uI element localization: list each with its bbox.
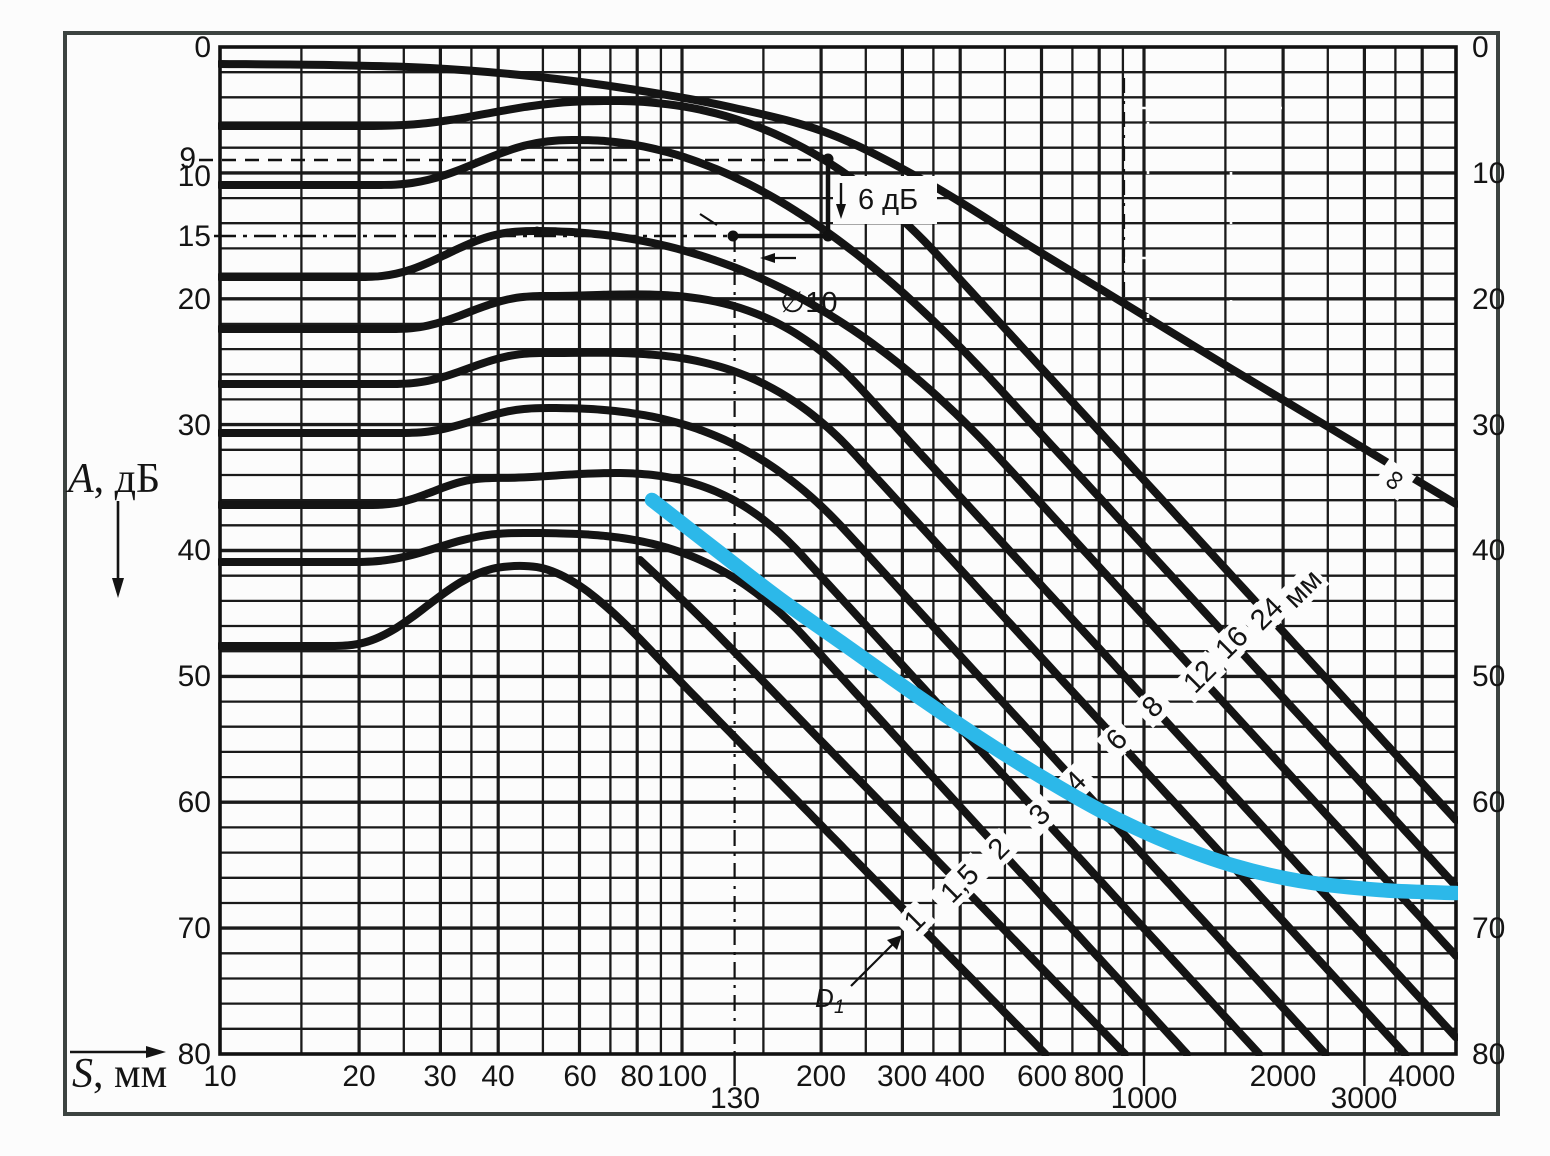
- svg-text:∅10: ∅10: [780, 287, 838, 319]
- svg-text:10: 10: [1472, 157, 1505, 190]
- svg-text:20: 20: [342, 1060, 375, 1093]
- svg-text:20: 20: [1472, 283, 1505, 316]
- svg-text:2000: 2000: [1250, 1060, 1317, 1093]
- svg-text:80: 80: [1472, 1038, 1505, 1071]
- svg-text:0: 0: [1472, 31, 1489, 64]
- svg-text:70: 70: [1472, 912, 1505, 945]
- svg-text:50: 50: [178, 660, 211, 693]
- svg-text:800: 800: [1074, 1060, 1124, 1093]
- svg-text:3000: 3000: [1331, 1082, 1398, 1115]
- svg-text:1000: 1000: [1111, 1082, 1178, 1115]
- svg-text:30: 30: [1472, 409, 1505, 442]
- svg-text:15: 15: [178, 220, 211, 253]
- svg-text:S, мм: S, мм: [72, 1051, 167, 1097]
- svg-text:40: 40: [1472, 534, 1505, 567]
- svg-text:70: 70: [178, 912, 211, 945]
- svg-text:40: 40: [178, 534, 211, 567]
- svg-text:20: 20: [178, 283, 211, 316]
- svg-text:1: 1: [834, 997, 845, 1018]
- svg-text:40: 40: [481, 1060, 514, 1093]
- svg-text:30: 30: [178, 409, 211, 442]
- svg-text:0: 0: [194, 31, 211, 64]
- svg-text:200: 200: [796, 1060, 846, 1093]
- svg-text:60: 60: [1472, 786, 1505, 819]
- svg-text:10: 10: [178, 160, 211, 193]
- svg-text:130: 130: [710, 1082, 760, 1115]
- svg-text:A, дБ: A, дБ: [65, 456, 160, 502]
- svg-text:400: 400: [935, 1060, 985, 1093]
- svg-text:10: 10: [203, 1060, 236, 1093]
- svg-text:60: 60: [178, 786, 211, 819]
- svg-text:D: D: [815, 983, 834, 1013]
- svg-text:300: 300: [877, 1060, 927, 1093]
- svg-text:6 дБ: 6 дБ: [858, 184, 918, 216]
- svg-text:30: 30: [423, 1060, 456, 1093]
- svg-text:80: 80: [178, 1038, 211, 1071]
- svg-text:100: 100: [657, 1060, 707, 1093]
- svg-text:60: 60: [563, 1060, 596, 1093]
- svg-text:9: 9: [179, 142, 196, 175]
- svg-text:80: 80: [620, 1060, 653, 1093]
- svg-text:600: 600: [1017, 1060, 1067, 1093]
- svg-text:50: 50: [1472, 660, 1505, 693]
- svg-text:4000: 4000: [1389, 1060, 1456, 1093]
